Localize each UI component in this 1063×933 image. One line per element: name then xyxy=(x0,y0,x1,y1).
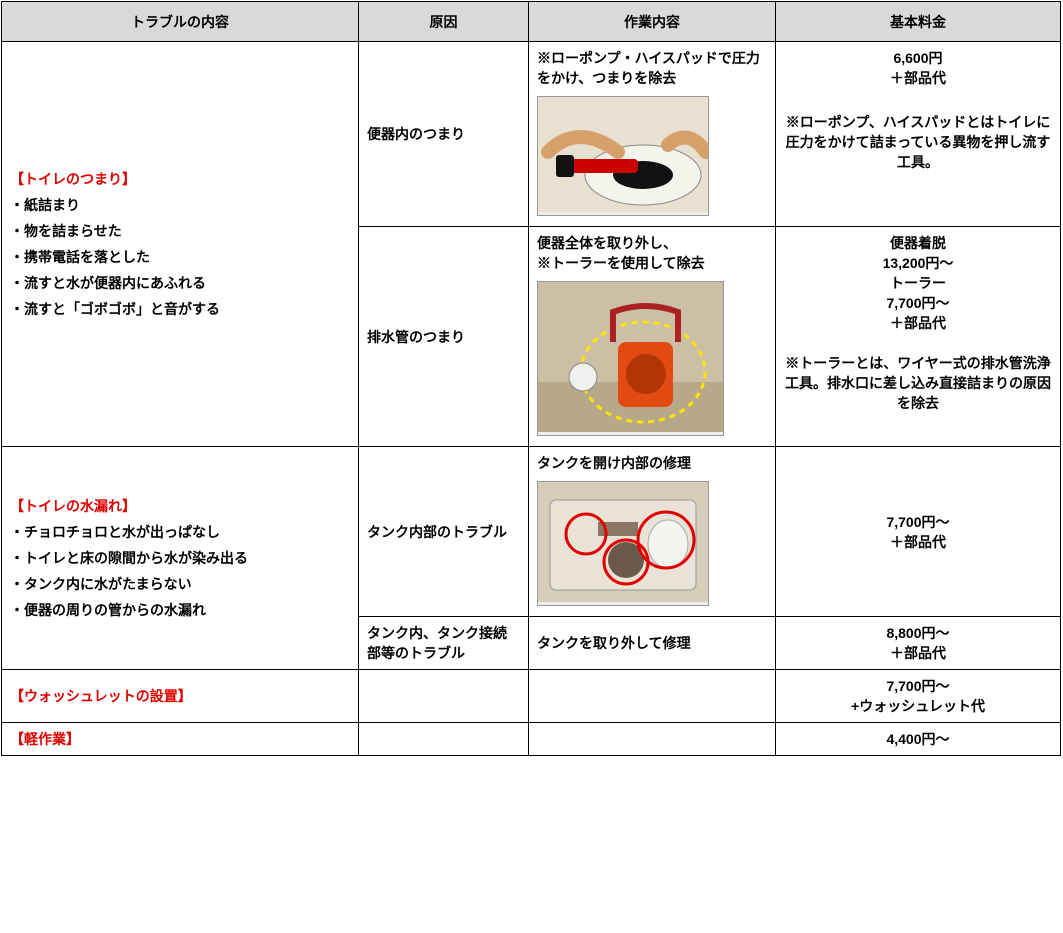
trouble-item: ・便器の周りの管からの水漏れ xyxy=(10,600,350,620)
work-empty xyxy=(529,670,776,723)
toler-icon xyxy=(538,282,723,432)
cause-drain-pipe: 排水管のつまり xyxy=(359,227,529,447)
price-line: ＋部品代 xyxy=(784,68,1052,88)
toilet-plunger-image xyxy=(537,96,767,216)
trouble-title: 【ウォッシュレットの設置】 xyxy=(10,686,350,706)
cause-inside-bowl: 便器内のつまり xyxy=(359,42,529,227)
price-tank-remove: 8,800円～ ＋部品代 xyxy=(776,617,1061,670)
header-cause: 原因 xyxy=(359,2,529,42)
trouble-item: ・タンク内に水がたまらない xyxy=(10,574,350,594)
cause-tank-inside: タンク内部のトラブル xyxy=(359,447,529,617)
trouble-item: ・流すと水が便器内にあふれる xyxy=(10,273,350,293)
trouble-item: ・トイレと床の隙間から水が染み出る xyxy=(10,548,350,568)
price-line: 4,400円～ xyxy=(784,729,1052,749)
work-text: 便器全体を取り外し、 xyxy=(537,233,767,253)
pricing-table: トラブルの内容 原因 作業内容 基本料金 【トイレのつまり】 ・紙詰まり ・物を… xyxy=(1,1,1061,756)
price-line: ＋部品代 xyxy=(784,532,1052,552)
trouble-item: ・紙詰まり xyxy=(10,195,350,215)
price-line: トーラー xyxy=(784,273,1052,293)
row-washlet: 【ウォッシュレットの設置】 7,700円～ +ウォッシュレット代 xyxy=(2,670,1061,723)
price-light-work: 4,400円～ xyxy=(776,723,1061,756)
trouble-item: ・物を詰まらせた xyxy=(10,221,350,241)
row-toilet-clog-1: 【トイレのつまり】 ・紙詰まり ・物を詰まらせた ・携帯電話を落とした ・流すと… xyxy=(2,42,1061,227)
price-line: 7,700円～ xyxy=(784,676,1052,696)
price-line: 8,800円～ xyxy=(784,623,1052,643)
trouble-title: 【トイレのつまり】 xyxy=(10,169,350,189)
price-line: 13,200円～ xyxy=(784,253,1052,273)
toler-image xyxy=(537,281,767,436)
price-toler: 便器着脱 13,200円～ トーラー 7,700円～ ＋部品代 ※トーラーとは、… xyxy=(776,227,1061,447)
price-note: ※ローポンプ、ハイスパッドとはトイレに圧力をかけて詰まっている異物を押し流す工具… xyxy=(784,112,1052,172)
price-line: 便器着脱 xyxy=(784,233,1052,253)
row-toilet-leak-1: 【トイレの水漏れ】 ・チョロチョロと水が出っぱなし ・トイレと床の隙間から水が染… xyxy=(2,447,1061,617)
trouble-toilet-leak: 【トイレの水漏れ】 ・チョロチョロと水が出っぱなし ・トイレと床の隙間から水が染… xyxy=(2,447,359,670)
header-trouble: トラブルの内容 xyxy=(2,2,359,42)
price-line: +ウォッシュレット代 xyxy=(784,696,1052,716)
header-price: 基本料金 xyxy=(776,2,1061,42)
price-low-pump: 6,600円 ＋部品代 ※ローポンプ、ハイスパッドとはトイレに圧力をかけて詰まっ… xyxy=(776,42,1061,227)
trouble-toilet-clog: 【トイレのつまり】 ・紙詰まり ・物を詰まらせた ・携帯電話を落とした ・流すと… xyxy=(2,42,359,447)
trouble-item: ・携帯電話を落とした xyxy=(10,247,350,267)
row-light-work: 【軽作業】 4,400円～ xyxy=(2,723,1061,756)
price-note: ※トーラーとは、ワイヤー式の排水管洗浄工具。排水口に差し込み直接詰まりの原因を除… xyxy=(784,353,1052,413)
plunger-icon xyxy=(538,97,708,212)
price-line: 7,700円～ xyxy=(784,293,1052,313)
header-row: トラブルの内容 原因 作業内容 基本料金 xyxy=(2,2,1061,42)
work-empty xyxy=(529,723,776,756)
price-line: ＋部品代 xyxy=(784,313,1052,333)
price-tank-open: 7,700円～ ＋部品代 xyxy=(776,447,1061,617)
work-tank-remove: タンクを取り外して修理 xyxy=(529,617,776,670)
work-tank-open: タンクを開け内部の修理 xyxy=(529,447,776,617)
trouble-light-work: 【軽作業】 xyxy=(2,723,359,756)
tank-icon xyxy=(538,482,708,602)
cause-tank-connection: タンク内、タンク接続部等のトラブル xyxy=(359,617,529,670)
price-line: 6,600円 xyxy=(784,48,1052,68)
work-text: タンクを取り外して修理 xyxy=(537,633,767,653)
trouble-washlet: 【ウォッシュレットの設置】 xyxy=(2,670,359,723)
work-low-pump: ※ローポンプ・ハイスパッドで圧力をかけ、つまりを除去 xyxy=(529,42,776,227)
cause-empty xyxy=(359,723,529,756)
header-work: 作業内容 xyxy=(529,2,776,42)
price-washlet: 7,700円～ +ウォッシュレット代 xyxy=(776,670,1061,723)
tank-inside-image xyxy=(537,481,767,606)
price-line: ＋部品代 xyxy=(784,643,1052,663)
price-line: 7,700円～ xyxy=(784,512,1052,532)
work-text: タンクを開け内部の修理 xyxy=(537,453,767,473)
work-text: ※ローポンプ・ハイスパッドで圧力をかけ、つまりを除去 xyxy=(537,48,767,88)
trouble-title: 【軽作業】 xyxy=(10,729,350,749)
trouble-item: ・流すと「ゴボゴボ」と音がする xyxy=(10,299,350,319)
trouble-title: 【トイレの水漏れ】 xyxy=(10,496,350,516)
work-toler: 便器全体を取り外し、 ※トーラーを使用して除去 xyxy=(529,227,776,447)
trouble-item: ・チョロチョロと水が出っぱなし xyxy=(10,522,350,542)
cause-empty xyxy=(359,670,529,723)
work-text: ※トーラーを使用して除去 xyxy=(537,253,767,273)
